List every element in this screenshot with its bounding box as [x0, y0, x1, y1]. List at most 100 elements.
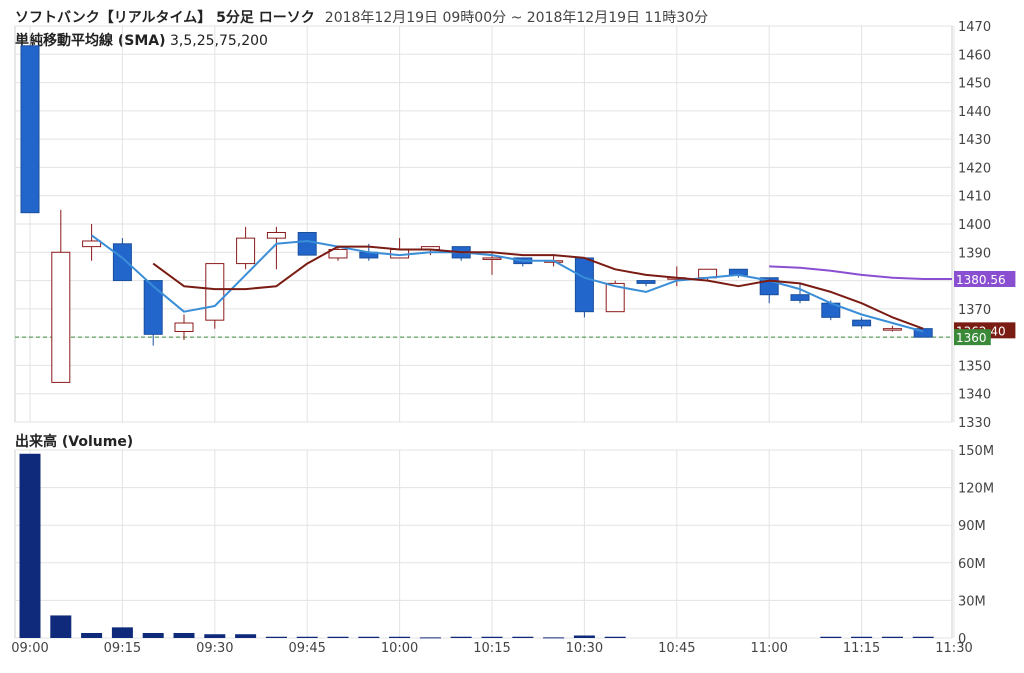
candle-body	[174, 322, 194, 332]
price-y-tick-label: 1430	[958, 133, 991, 148]
candle	[297, 231, 317, 256]
candle-body	[266, 231, 286, 239]
price-tag-box	[954, 329, 991, 346]
x-tick-label: 09:45	[288, 641, 325, 656]
volume-bar	[296, 636, 318, 638]
price-y-tick-label: 1400	[958, 218, 991, 233]
candle-body	[143, 280, 163, 335]
x-tick-label: 09:00	[11, 641, 48, 656]
candle	[790, 283, 810, 304]
x-tick-label: 10:00	[381, 641, 418, 656]
volume-bar	[573, 635, 595, 638]
price-tag-label: 1360	[956, 331, 987, 345]
candle-body	[82, 240, 102, 248]
volume-y-tick-label: 150M	[958, 444, 994, 459]
volume-y-tick-label: 60M	[958, 557, 986, 572]
candle-body	[328, 248, 348, 259]
candle-body	[790, 294, 810, 301]
sma-line-sma5	[152, 245, 924, 330]
x-tick-label: 11:30	[935, 641, 972, 656]
candle	[636, 280, 656, 287]
volume-y-tick-label: 30M	[958, 594, 986, 609]
price-y-tick-label: 1440	[958, 105, 991, 120]
volume-bar	[820, 636, 842, 638]
volume-bar	[358, 636, 380, 638]
chart-date-range: 2018年12月19日 09時00分 ~ 2018年12月19日 11時30分	[324, 10, 709, 26]
volume-bar	[881, 636, 903, 638]
volume-bar	[81, 632, 103, 638]
candle-body	[482, 257, 502, 260]
volume-bar	[450, 636, 472, 638]
volume-bar	[481, 636, 503, 638]
price-y-tick-label: 1410	[958, 190, 991, 205]
volume-bar	[142, 632, 164, 638]
candle-body	[112, 243, 132, 282]
volume-bar	[543, 637, 565, 639]
candle	[51, 209, 71, 383]
x-tick-label: 10:30	[566, 641, 603, 656]
candle	[205, 263, 225, 329]
price-y-tick-label: 1350	[958, 359, 991, 374]
volume-bar	[389, 636, 411, 638]
candle	[112, 238, 132, 282]
volume-panel-label: 出来高 (Volume)	[15, 434, 134, 450]
volume-bar	[265, 636, 287, 638]
candle-body	[20, 45, 40, 214]
candle-body	[636, 280, 656, 284]
price-tag: 1380.56	[954, 270, 1016, 287]
volume-y-tick-label: 0	[958, 632, 966, 647]
volume-y-tick-label: 120M	[958, 482, 994, 497]
volume-bar	[327, 636, 349, 638]
volume-bar	[173, 632, 195, 638]
candle	[821, 300, 841, 321]
candle	[852, 317, 872, 329]
volume-bar	[604, 636, 626, 638]
candle	[143, 280, 163, 346]
volume-bar	[912, 636, 934, 638]
volume-bar	[851, 636, 873, 638]
price-y-tick-label: 1340	[958, 388, 991, 403]
candle-body	[51, 251, 71, 383]
candle	[266, 226, 286, 270]
x-tick-label: 10:15	[473, 641, 510, 656]
indicator-periods: 3,5,25,75,200	[169, 33, 268, 49]
price-y-tick-label: 1370	[958, 303, 991, 318]
chart-title-name: ソフトバンク【リアルタイム】 5分足 ローソク	[15, 10, 315, 26]
price-tag: 1360	[954, 329, 991, 346]
candle	[574, 257, 594, 318]
price-y-tick-label: 1470	[958, 20, 991, 35]
volume-bar	[235, 634, 257, 638]
price-y-tick-label: 1330	[958, 416, 991, 431]
volume-bar	[512, 636, 534, 638]
indicator-legend: 単純移動平均線 (SMA) 3,5,25,75,200	[15, 30, 268, 50]
candle	[882, 325, 902, 332]
candle	[174, 314, 194, 340]
candle-body	[205, 263, 225, 321]
x-tick-label: 09:15	[104, 641, 141, 656]
volume-bar	[50, 615, 72, 638]
candle-body	[236, 237, 256, 265]
price-tag-label: 1380.56	[956, 273, 1006, 287]
price-y-tick-label: 1420	[958, 161, 991, 176]
x-tick-label: 11:15	[843, 641, 880, 656]
volume-bar	[419, 637, 441, 639]
candle-body	[574, 257, 594, 313]
price-y-tick-label: 1450	[958, 77, 991, 92]
volume-bar	[19, 453, 41, 638]
chart-title: ソフトバンク【リアルタイム】 5分足 ローソク 2018年12月19日 09時00…	[15, 7, 708, 27]
candle	[82, 224, 102, 261]
x-tick-label: 11:00	[750, 641, 787, 656]
candle	[20, 45, 40, 214]
x-tick-label: 09:30	[196, 641, 233, 656]
sma-line-sma25	[769, 265, 952, 280]
volume-y-tick-label: 90M	[958, 519, 986, 534]
candle	[328, 246, 348, 261]
volume-panel-frame	[14, 449, 953, 639]
candle-body	[882, 328, 902, 331]
candle-body	[297, 231, 317, 256]
price-tag-box	[954, 270, 1016, 287]
volume-bar	[111, 627, 133, 638]
sma-line-sma3	[91, 234, 924, 333]
x-tick-label: 10:45	[658, 641, 695, 656]
